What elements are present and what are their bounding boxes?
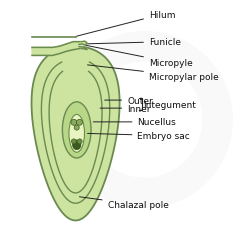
Text: Funicle: Funicle bbox=[69, 38, 181, 47]
Ellipse shape bbox=[62, 102, 91, 158]
Circle shape bbox=[71, 120, 77, 126]
Text: Inner: Inner bbox=[100, 104, 151, 113]
Polygon shape bbox=[32, 47, 120, 220]
Text: Chalazal pole: Chalazal pole bbox=[79, 197, 169, 210]
Text: Outer: Outer bbox=[105, 96, 153, 105]
Polygon shape bbox=[32, 43, 80, 56]
Text: Integument: Integument bbox=[143, 100, 196, 109]
Text: Hilum: Hilum bbox=[76, 11, 175, 37]
Circle shape bbox=[74, 125, 79, 131]
Ellipse shape bbox=[69, 115, 84, 153]
Text: Micropylar pole: Micropylar pole bbox=[87, 66, 219, 81]
Circle shape bbox=[77, 120, 82, 126]
Circle shape bbox=[71, 139, 76, 144]
Ellipse shape bbox=[73, 140, 81, 150]
Text: Micropyle: Micropyle bbox=[84, 46, 193, 67]
Text: Embryo sac: Embryo sac bbox=[87, 132, 190, 140]
Text: Nucellus: Nucellus bbox=[93, 118, 176, 127]
Polygon shape bbox=[79, 42, 87, 50]
Circle shape bbox=[77, 139, 82, 144]
